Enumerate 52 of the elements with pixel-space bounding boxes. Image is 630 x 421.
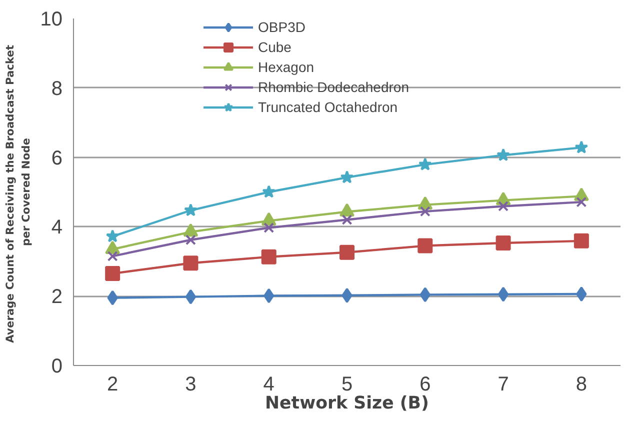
point: [183, 223, 198, 237]
x-tick-label: 7: [498, 374, 509, 396]
point: [340, 170, 354, 184]
point: [264, 288, 274, 304]
point: [261, 249, 276, 264]
point: [576, 196, 587, 208]
point: [183, 256, 198, 271]
point: [418, 238, 433, 254]
point: [107, 290, 118, 306]
point: [105, 240, 120, 254]
point: [576, 286, 587, 302]
point: [342, 288, 352, 303]
legend-label: OBP3D: [258, 19, 306, 35]
y-tick-label: 10: [40, 8, 63, 30]
y-tick-label: 4: [51, 216, 62, 239]
point: [420, 287, 430, 302]
legend-label: Rhombic Dodecahedron: [258, 79, 409, 95]
point: [264, 222, 274, 233]
point: [342, 214, 352, 226]
x-axis-title: Network Size (B): [265, 394, 429, 414]
x-tick-label: 2: [107, 374, 118, 396]
point: [498, 200, 509, 212]
y-tick-label: 8: [51, 78, 62, 100]
point: [340, 203, 354, 217]
point: [340, 244, 354, 260]
x-tick-label: 5: [341, 374, 353, 396]
point: [420, 206, 430, 217]
legend-label: Hexagon: [258, 59, 314, 75]
point: [574, 233, 589, 248]
y-axis-title: Average Count of Receiving the Broadcast Packet per Covered Node: [4, 44, 32, 343]
point: [262, 185, 276, 198]
point: [184, 203, 198, 216]
x-tick-label: 8: [576, 374, 587, 396]
x-tick-label: 3: [185, 374, 196, 396]
point: [498, 286, 509, 302]
legend-label: Cube: [258, 39, 292, 55]
legend-label: Truncated Octahedron: [258, 99, 398, 115]
y-tick-label: 6: [51, 147, 62, 170]
point: [261, 212, 276, 226]
point: [418, 158, 432, 170]
point: [496, 236, 511, 251]
y-tick-label: 2: [51, 286, 62, 308]
y-tick-label: 0: [51, 356, 62, 378]
point: [496, 148, 510, 162]
point: [106, 229, 120, 242]
point: [185, 289, 196, 304]
point: [574, 140, 588, 154]
point: [107, 250, 118, 262]
point: [185, 234, 196, 246]
x-tick-label: 4: [263, 374, 274, 396]
x-tick-label: 6: [420, 374, 431, 396]
point: [105, 266, 120, 282]
